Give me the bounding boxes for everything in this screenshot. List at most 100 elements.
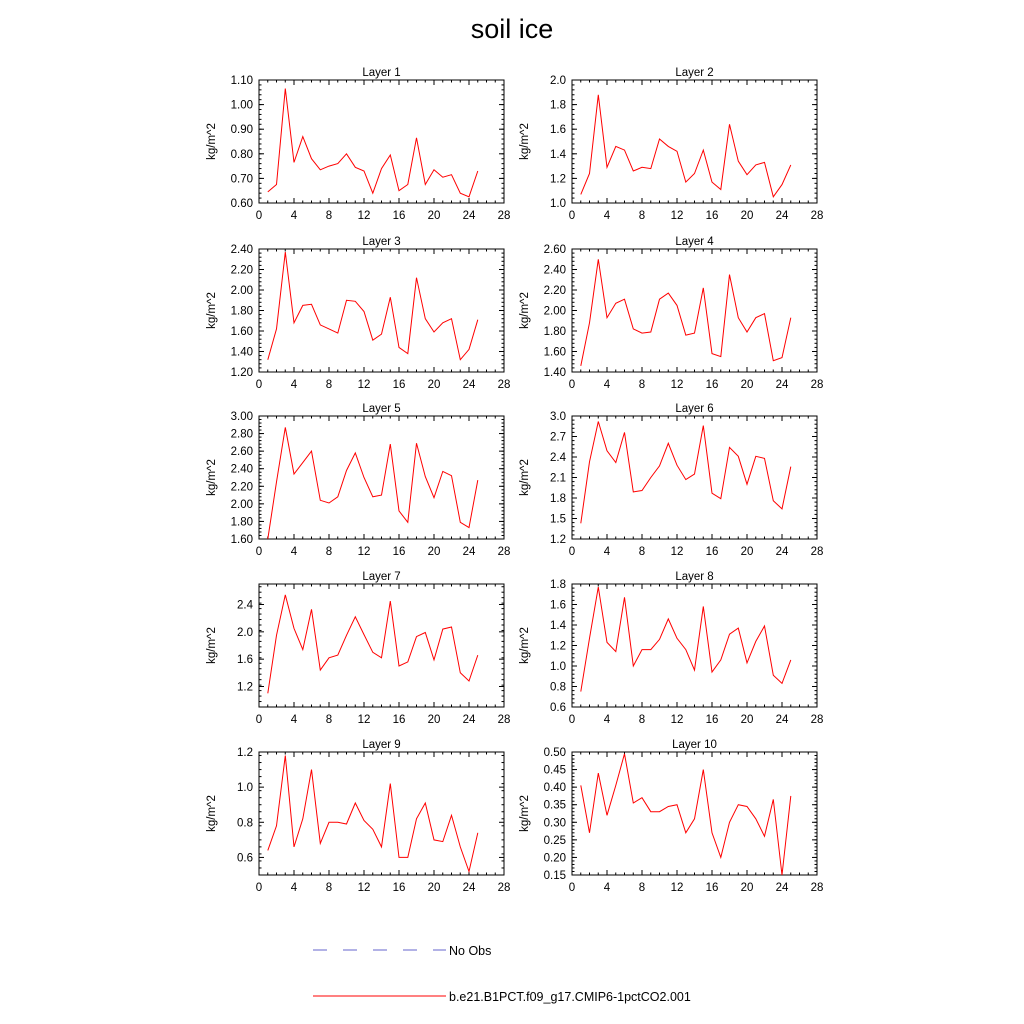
panel-1-ytick-label: 0.90	[231, 124, 253, 136]
panel-10-xtick-label: 16	[706, 882, 719, 894]
panel-6-title: Layer 6	[675, 403, 713, 415]
panel-4-xtick-label: 12	[671, 379, 684, 391]
panel-3-xtick-label: 16	[393, 379, 406, 391]
panel-7-ytick-label: 2.4	[237, 600, 254, 612]
panel-1-ytick-label: 1.10	[231, 75, 253, 87]
panel-4-xtick-label: 0	[569, 379, 575, 391]
panel-3-xtick-label: 12	[358, 379, 371, 391]
panel-4-ytick-label: 1.80	[544, 326, 566, 338]
panel-8-ytick-label: 1.6	[550, 600, 566, 612]
panel-1-frame	[258, 79, 505, 204]
panel-5-ytick-label: 1.80	[231, 516, 253, 528]
panel-7-xtick-label: 12	[358, 714, 371, 726]
panel-9-ytick-label: 1.0	[237, 782, 253, 794]
panel-9-ytick-label: 1.2	[237, 747, 253, 759]
panel-7-title: Layer 7	[362, 571, 400, 583]
panel-3-ytick-label: 2.20	[231, 265, 253, 277]
panel-7-ytick-label: 2.0	[237, 627, 253, 639]
panel-5-ylabel: kg/m^2	[206, 459, 218, 496]
panel-10-xtick-label: 24	[776, 882, 789, 894]
panel-6-ytick-label: 2.7	[550, 432, 566, 444]
panel-3-frame	[258, 248, 505, 373]
panel-5-ytick-label: 2.40	[231, 464, 253, 476]
panel-4-ytick-label: 2.60	[544, 244, 566, 256]
panel-4-ytick-label: 2.40	[544, 265, 566, 277]
panel-9-frame	[258, 751, 505, 876]
panel-5-xtick-label: 0	[256, 546, 262, 558]
panel-7-series-line	[267, 594, 479, 694]
panel-8-xtick-label: 0	[569, 714, 575, 726]
panel-2-frame	[571, 79, 818, 204]
panel-7-xtick-label: 8	[326, 714, 332, 726]
panel-10-ytick-label: 0.35	[544, 800, 566, 812]
panel-3-ytick-label: 1.20	[231, 367, 253, 379]
panel-4-xtick-label: 16	[706, 379, 719, 391]
panel-6-xtick-label: 24	[776, 546, 789, 558]
panel-10-xtick-label: 20	[741, 882, 754, 894]
panel-2-xtick-label: 12	[671, 210, 684, 222]
panel-8-ylabel: kg/m^2	[519, 627, 531, 664]
panel-5-xtick-label: 4	[291, 546, 298, 558]
panel-4-xtick-label: 4	[604, 379, 611, 391]
panel-8-xtick-label: 24	[776, 714, 789, 726]
panel-4-xtick-label: 24	[776, 379, 789, 391]
panel-6-xtick-label: 4	[604, 546, 611, 558]
panel-2-xtick-label: 8	[639, 210, 645, 222]
panel-10-ytick-label: 0.45	[544, 765, 566, 777]
panel-3-ytick-label: 2.40	[231, 244, 253, 256]
panel-4-series-line	[580, 259, 792, 366]
panel-2-ytick-label: 2.0	[550, 75, 566, 87]
panel-8-xtick-label: 20	[741, 714, 754, 726]
panel-4-xtick-label: 20	[741, 379, 754, 391]
panel-6-ytick-label: 2.4	[550, 452, 567, 464]
panel-1-ytick-label: 0.80	[231, 149, 253, 161]
panel-6-xtick-label: 8	[639, 546, 645, 558]
panel-4-xtick-label: 28	[811, 379, 824, 391]
panel-8-series-line	[580, 587, 792, 692]
panel-10-ytick-label: 0.50	[544, 747, 566, 759]
panel-5-series-line	[267, 427, 479, 540]
panel-2-xtick-label: 20	[741, 210, 754, 222]
panel-1-xtick-label: 8	[326, 210, 332, 222]
panel-7-xtick-label: 16	[393, 714, 406, 726]
panel-1-title: Layer 1	[362, 67, 400, 79]
panel-2-title: Layer 2	[675, 67, 713, 79]
panel-7-ytick-label: 1.6	[237, 654, 253, 666]
panel-9-ylabel: kg/m^2	[206, 795, 218, 832]
panel-7-xtick-label: 4	[291, 714, 298, 726]
panel-8-xtick-label: 4	[604, 714, 611, 726]
panel-5-xtick-label: 20	[428, 546, 441, 558]
panel-10-xtick-label: 0	[569, 882, 575, 894]
panel-7-xtick-label: 0	[256, 714, 262, 726]
panel-1-xtick-label: 12	[358, 210, 371, 222]
panel-1-series-line	[267, 88, 479, 198]
panel-3-title: Layer 3	[362, 236, 400, 248]
panel-2-xtick-label: 4	[604, 210, 611, 222]
panel-8-xtick-label: 28	[811, 714, 824, 726]
panel-2-ytick-label: 1.6	[550, 124, 566, 136]
panel-3-xtick-label: 20	[428, 379, 441, 391]
panel-1-ytick-label: 0.60	[231, 198, 253, 210]
panel-3-series-line	[267, 252, 479, 361]
panel-2-ytick-label: 1.0	[550, 198, 566, 210]
panel-9-title: Layer 9	[362, 739, 400, 751]
panel-5-ytick-label: 2.60	[231, 446, 253, 458]
panel-9-xtick-label: 24	[463, 882, 476, 894]
panel-10-xtick-label: 12	[671, 882, 684, 894]
panel-6-ytick-label: 2.1	[550, 473, 566, 485]
panel-4-frame	[571, 248, 818, 373]
panel-8-xtick-label: 12	[671, 714, 684, 726]
panel-5-xtick-label: 8	[326, 546, 332, 558]
panel-3-ytick-label: 2.00	[231, 285, 253, 297]
panel-5-title: Layer 5	[362, 403, 400, 415]
panel-9-xtick-label: 16	[393, 882, 406, 894]
panel-1-xtick-label: 0	[256, 210, 262, 222]
panel-10-ytick-label: 0.25	[544, 835, 566, 847]
panel-1-ytick-label: 0.70	[231, 173, 253, 185]
panel-10-ytick-label: 0.40	[544, 782, 566, 794]
panel-8-ytick-label: 1.2	[550, 641, 566, 653]
panel-6-ytick-label: 3.0	[550, 411, 566, 423]
panel-9-xtick-label: 20	[428, 882, 441, 894]
panel-1-xtick-label: 16	[393, 210, 406, 222]
panel-5-xtick-label: 24	[463, 546, 476, 558]
